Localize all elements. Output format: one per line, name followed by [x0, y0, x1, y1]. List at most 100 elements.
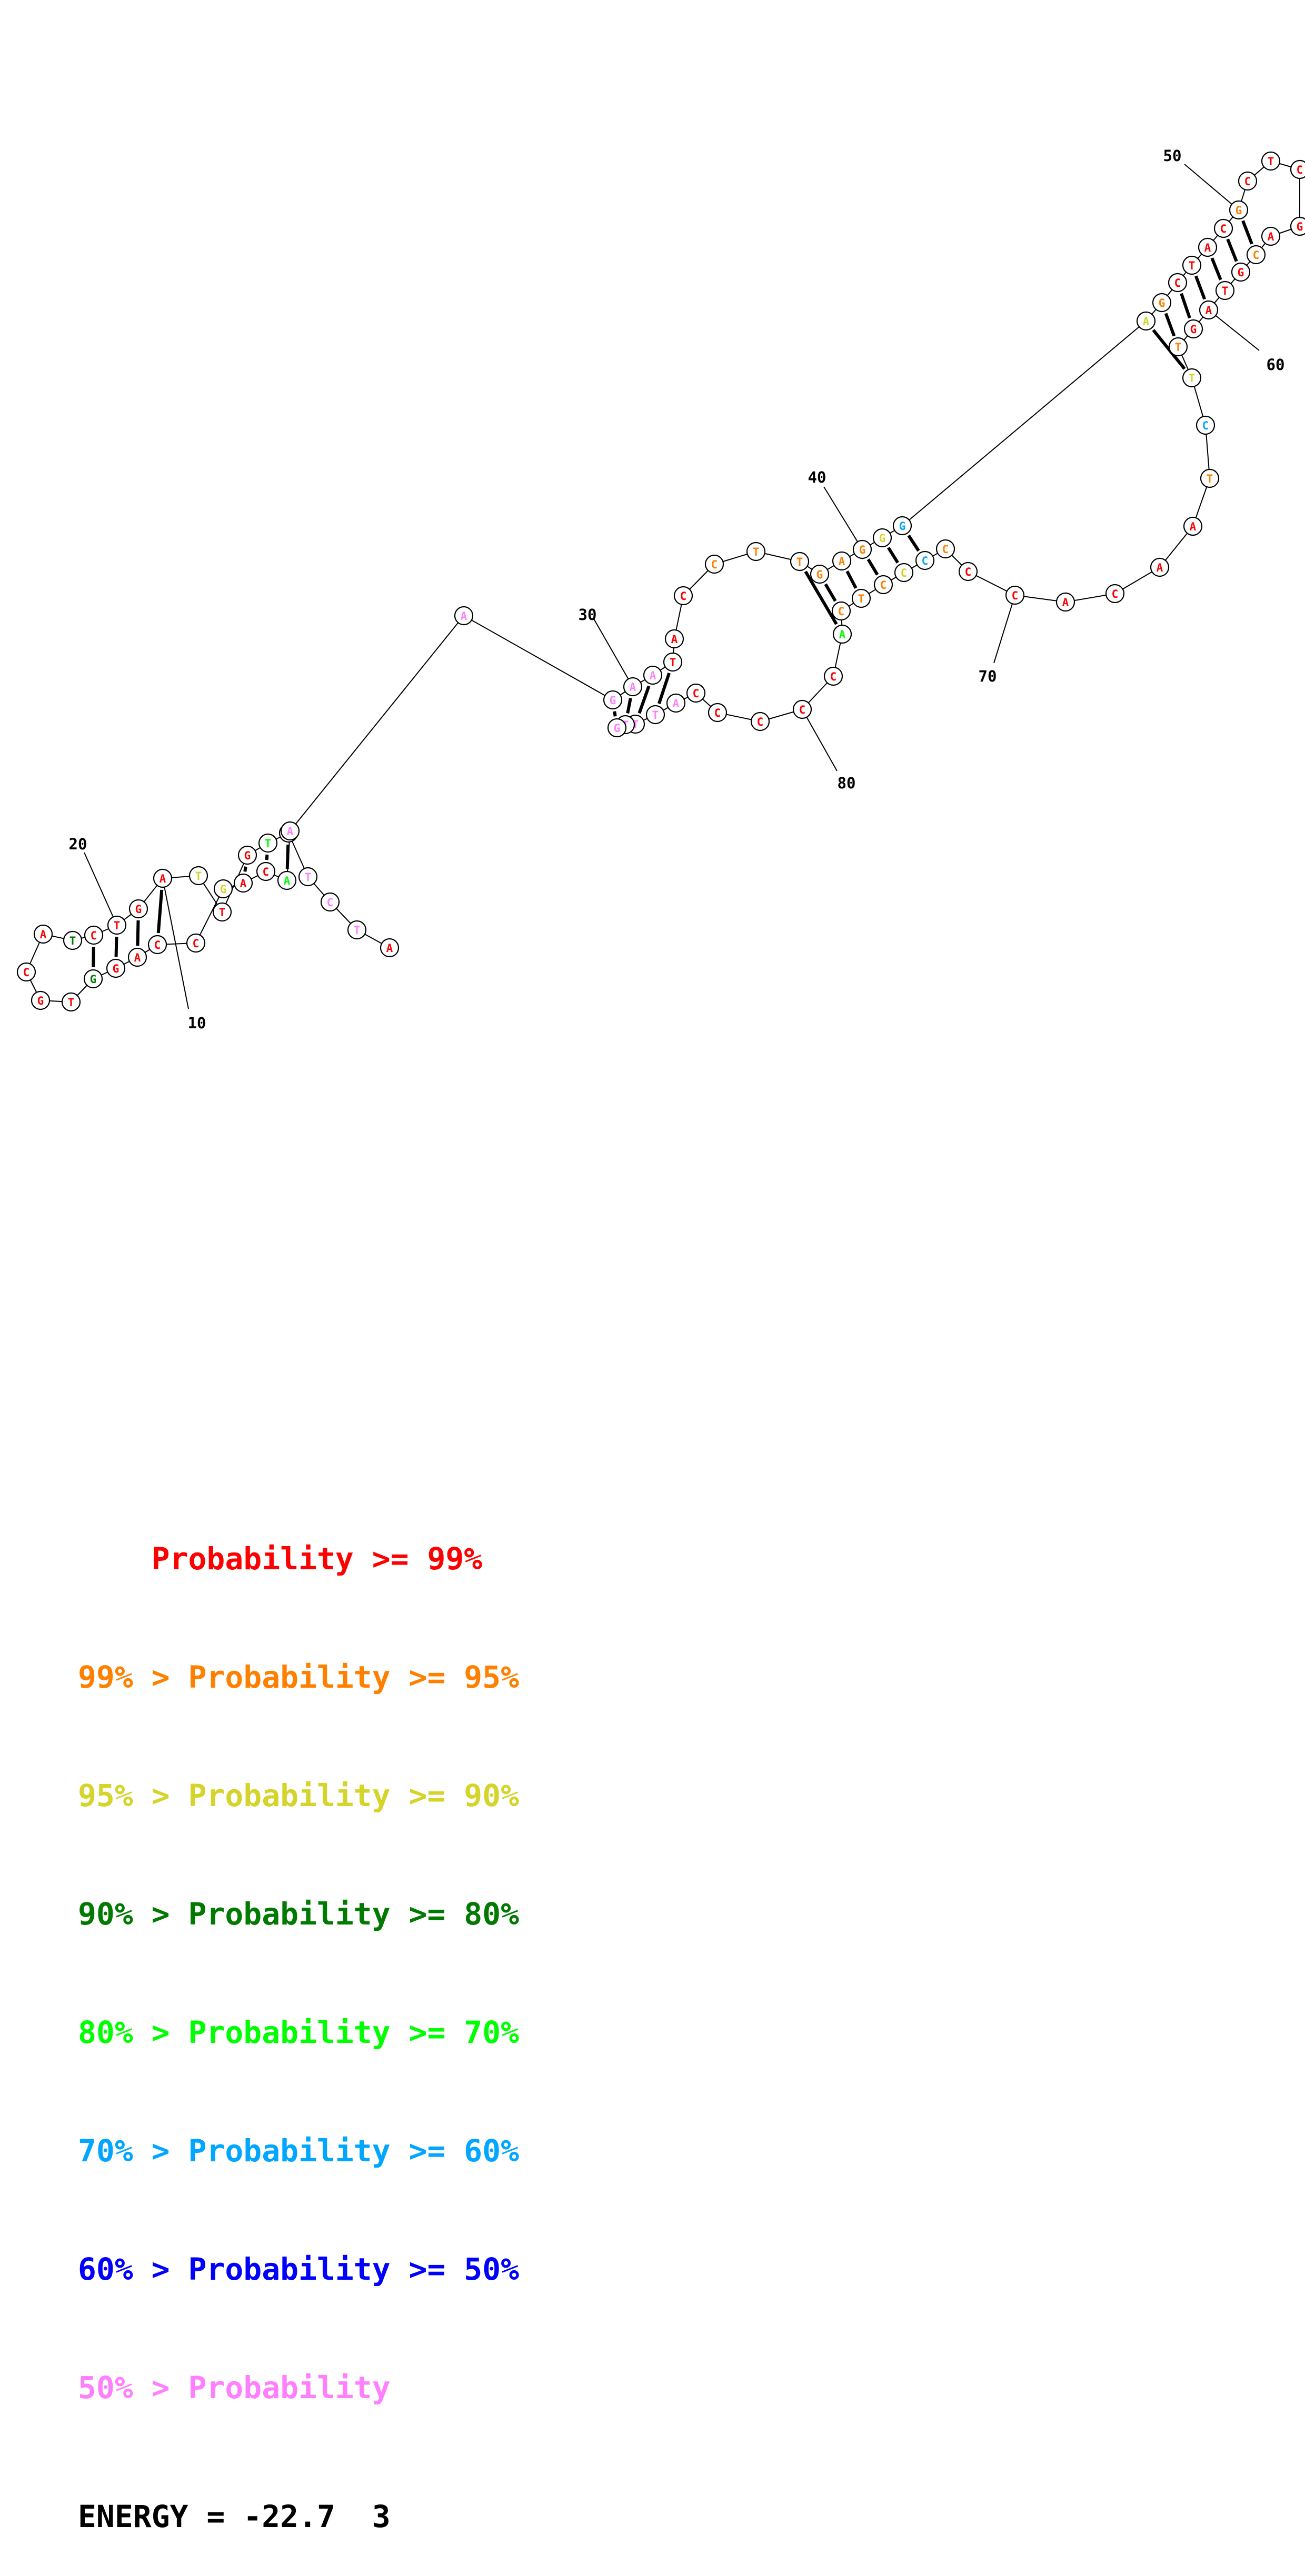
- nucleotide: C: [705, 555, 723, 573]
- backbone-segment: [290, 616, 464, 831]
- nucleotide: G: [107, 959, 125, 977]
- base-pair-line: [158, 890, 162, 933]
- nucleotide-letter: G: [816, 568, 823, 581]
- nucleotide: C: [937, 540, 954, 558]
- base-pair-line: [627, 698, 631, 714]
- nucleotide-letter: T: [1189, 259, 1196, 272]
- nucleotide: G: [1230, 201, 1248, 219]
- nucleotide: A: [833, 625, 851, 643]
- nucleotide-letter: A: [1062, 596, 1069, 609]
- nucleotide: C: [793, 700, 811, 718]
- base-pair-line: [1166, 314, 1174, 336]
- nucleotide-letter: G: [899, 520, 906, 533]
- position-number: 10: [188, 1014, 206, 1032]
- legend-row-plow: 50% > Probability: [78, 2368, 519, 2408]
- nucleotide-letter: G: [1190, 323, 1197, 336]
- nucleotide-letter: C: [154, 939, 161, 951]
- nucleotide-letter: C: [1244, 175, 1251, 188]
- nucleotide-letter: C: [1253, 249, 1260, 262]
- nucleotide: C: [17, 963, 35, 981]
- nucleotide-letter: A: [671, 633, 678, 646]
- nucleotide: G: [32, 991, 49, 1009]
- nucleotide-letter: C: [1012, 589, 1019, 602]
- nucleotide: A: [1151, 558, 1169, 576]
- nucleotide: G: [1184, 320, 1202, 338]
- nucleotide-letter: G: [1238, 266, 1244, 279]
- nucleotide-letter: A: [839, 555, 845, 568]
- nucleotide: A: [644, 666, 662, 684]
- nucleotide: C: [1239, 172, 1257, 190]
- nucleotide: T: [64, 931, 82, 949]
- nucleotide-letter: C: [830, 670, 837, 683]
- nucleotide-letter: G: [113, 963, 119, 975]
- nucleotide: A: [667, 694, 685, 712]
- position-number: 70: [979, 667, 997, 685]
- nucleotide-letter: T: [753, 546, 760, 558]
- nucleotide: G: [893, 517, 911, 535]
- nucleotide-letter: C: [714, 707, 721, 719]
- nucleotide: C: [895, 564, 913, 582]
- nucleotide-letter: G: [610, 694, 616, 707]
- nucleotide: G: [129, 900, 147, 918]
- nucleotide: C: [959, 563, 977, 580]
- nucleotide: T: [190, 867, 207, 885]
- backbone-segment: [464, 616, 613, 700]
- nucleotide: G: [604, 691, 622, 709]
- nucleotide-letter: C: [1174, 277, 1181, 289]
- nucleotide-letter: G: [244, 849, 251, 862]
- nucleotide-letter: T: [796, 556, 803, 568]
- nucleotide: T: [646, 706, 664, 724]
- nucleotide-letter: A: [40, 928, 47, 941]
- probability-legend: Probability >= 99% 99% > Probability >= …: [78, 1460, 519, 2576]
- position-number: 80: [838, 774, 856, 792]
- nucleotide: C: [1247, 246, 1265, 264]
- base-pair-line: [1243, 221, 1252, 244]
- nucleotide-letter: A: [386, 942, 393, 955]
- nucleotide-letter: C: [922, 555, 929, 567]
- nucleotide-letter: A: [461, 610, 467, 623]
- nucleotide: T: [1216, 282, 1234, 299]
- legend-row-p90: 95% > Probability >= 90%: [78, 1776, 519, 1816]
- nucleotide: C: [257, 863, 275, 880]
- nucleotide: C: [709, 704, 726, 721]
- nucleotide-letter: C: [693, 687, 700, 700]
- nucleotide-letter: A: [160, 873, 166, 885]
- number-tick: [802, 709, 837, 771]
- nucleotide: T: [791, 553, 809, 570]
- nucleotide-letter: C: [880, 579, 887, 592]
- backbone-layer: [26, 161, 1300, 1002]
- nucleotide: T: [1183, 256, 1201, 274]
- base-pair-layer: [93, 221, 1252, 967]
- nucleotide: C: [187, 934, 205, 952]
- nucleotide: T: [747, 543, 765, 560]
- legend-row-p50: 60% > Probability >= 50%: [78, 2250, 519, 2289]
- nucleotide-letter: A: [1157, 562, 1163, 574]
- nucleotide-letter: T: [1222, 285, 1229, 297]
- base-pair-line: [1212, 258, 1221, 279]
- nucleotide: A: [455, 607, 473, 625]
- base-pair-line: [287, 845, 288, 869]
- nucleotide-letter: T: [1175, 341, 1182, 354]
- base-pair-line: [116, 937, 117, 957]
- nucleotide-letter: G: [859, 544, 866, 556]
- number-tick: [994, 595, 1015, 663]
- nucleotide-letter: A: [1206, 304, 1212, 317]
- nucleotide: C: [1106, 585, 1124, 603]
- nucleotide-letter: T: [670, 656, 676, 669]
- nucleotide-letter: T: [354, 924, 361, 937]
- base-pair-line: [1228, 239, 1237, 261]
- nucleotide: A: [128, 948, 146, 966]
- nucleotide: C: [321, 893, 339, 911]
- nucleotide: C: [751, 713, 769, 730]
- nucleotide-letter: C: [757, 716, 764, 728]
- nucleotide: G: [214, 880, 232, 898]
- nucleotide: G: [1232, 263, 1250, 281]
- nucleotide-letter: A: [839, 628, 846, 641]
- nucleotide: A: [154, 869, 172, 887]
- nucleotide-letter: T: [68, 996, 75, 1009]
- nucleotide-letter: T: [1268, 155, 1274, 168]
- nucleotide: A: [381, 939, 399, 957]
- nucleotide: G: [1291, 217, 1305, 235]
- nucleotide: C: [687, 684, 705, 702]
- legend-row-p99: Probability >= 99%: [78, 1539, 519, 1579]
